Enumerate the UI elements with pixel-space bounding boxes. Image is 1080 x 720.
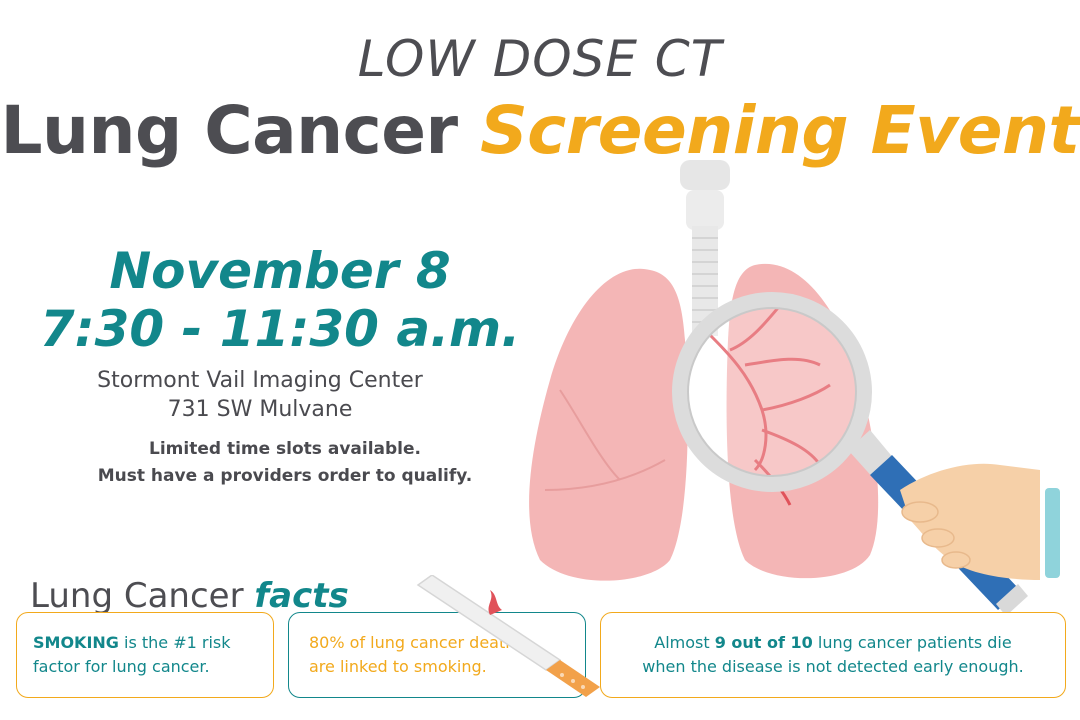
event-subtitle: LOW DOSE CT <box>357 30 723 88</box>
fact1-line1: is the #1 risk <box>118 633 231 652</box>
fact3-line1: lung cancer patients die <box>812 633 1012 652</box>
fact2-line1: 80% of lung cancer deaths <box>309 633 524 652</box>
title-part-1: Lung Cancer <box>0 92 458 169</box>
fact3-pre: Almost <box>654 633 715 652</box>
event-venue: Stormont Vail Imaging Center 731 SW Mulv… <box>30 366 490 424</box>
event-time: 7:30 - 11:30 a.m. <box>39 300 521 358</box>
fact1-line2: factor for lung cancer. <box>33 657 210 676</box>
left-lung-icon <box>529 268 688 581</box>
facts-heading-part-2: facts <box>254 576 349 616</box>
facts-heading: Lung Cancer facts <box>30 576 349 616</box>
note-provider-order: Must have a providers order to qualify. <box>97 466 473 486</box>
lungs-illustration <box>529 160 1060 616</box>
venue-name: Stormont Vail Imaging Center <box>97 368 423 393</box>
fact-card-detection: Almost 9 out of 10 lung cancer patients … <box>600 612 1066 698</box>
event-date: November 8 <box>109 242 451 300</box>
facts-heading-part-1: Lung Cancer <box>30 576 244 616</box>
fact-card-smoking-risk: SMOKING is the #1 risk factor for lung c… <box>16 612 274 698</box>
venue-address: 731 SW Mulvane <box>167 397 353 422</box>
note-time-slots: Limited time slots available. <box>149 439 421 459</box>
fact1-bold: SMOKING <box>33 633 119 652</box>
fact-card-deaths: 80% of lung cancer deaths are linked to … <box>288 612 586 698</box>
fact2-line2: are linked to smoking. <box>309 657 487 676</box>
event-datetime: November 8 7:30 - 11:30 a.m. <box>30 242 530 358</box>
cigarette-icon <box>416 575 600 697</box>
event-notes: Limited time slots available. Must have … <box>30 436 540 490</box>
event-title: Lung Cancer Screening Event <box>0 92 1080 169</box>
hand-illustration <box>900 463 1060 580</box>
title-part-2: Screening Event <box>480 92 1080 169</box>
fact3-bold: 9 out of 10 <box>714 633 813 652</box>
fact3-line2: when the disease is not detected early e… <box>642 657 1024 676</box>
